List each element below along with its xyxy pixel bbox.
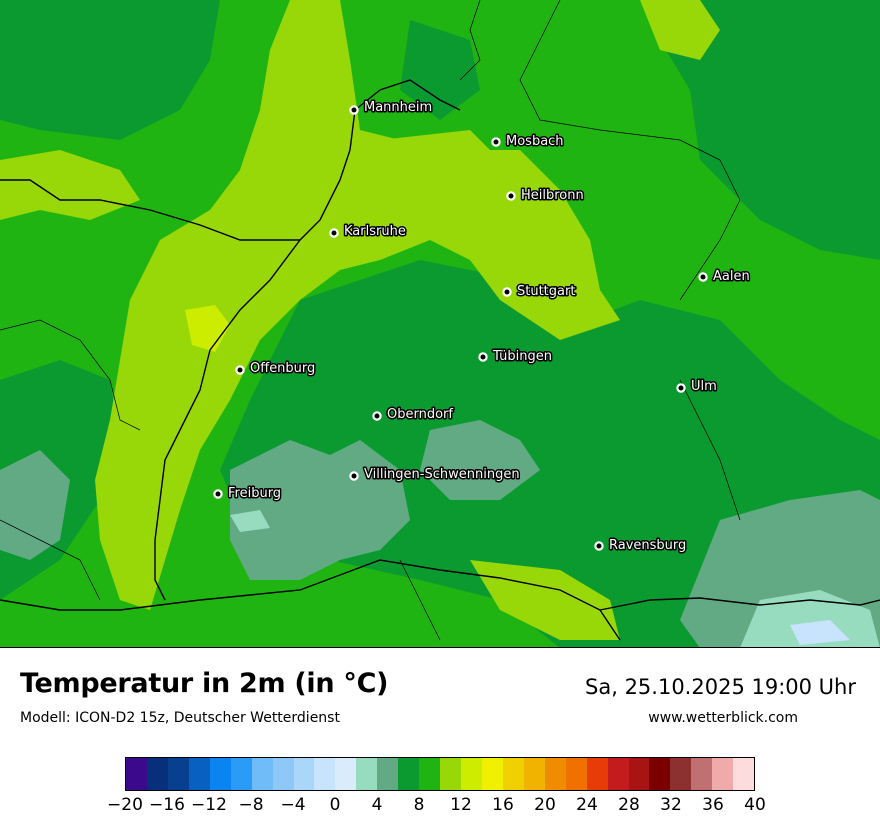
legend-color-cell	[649, 758, 671, 790]
website-link[interactable]: www.wetterblick.com	[648, 710, 798, 726]
city-heilbronn: Heilbronn	[506, 187, 585, 205]
legend-tick-label: −4	[280, 795, 306, 815]
legend-ticks: −20 −16 −12 −8 −4 0 4 8 12 16 20 24 28 32 36 40	[107, 795, 766, 819]
city-label: Mosbach	[506, 134, 564, 149]
legend-color-cell	[356, 758, 378, 790]
legend-tick-label: −20	[107, 795, 143, 815]
legend-color-cell	[167, 758, 189, 790]
legend-color-cell	[733, 758, 755, 790]
forecast-datetime: Sa, 25.10.2025 19:00 Uhr	[585, 675, 856, 699]
coldest-zones	[230, 510, 880, 648]
city-label: Oberndorf	[387, 407, 453, 422]
legend-color-cell	[670, 758, 692, 790]
legend-tick-label: 40	[744, 795, 766, 815]
legend-tick-label: 0	[329, 795, 341, 815]
legend-color-cell	[419, 758, 441, 790]
legend-color-cell	[230, 758, 252, 790]
city-marker	[349, 471, 359, 481]
color-legend	[125, 757, 755, 791]
legend-color-cell	[523, 758, 545, 790]
city-marker	[502, 287, 512, 297]
legend-tick-label: 16	[492, 795, 514, 815]
district-lines	[0, 0, 741, 641]
legend-color-cell	[440, 758, 461, 790]
legend-color-cell	[586, 758, 608, 790]
city-marker	[698, 272, 708, 282]
city-marker	[329, 228, 339, 238]
legend-color-cell	[461, 758, 482, 790]
city-ravensburg: Ravensburg	[594, 537, 688, 555]
legend-tick-label: 8	[413, 795, 425, 815]
legend-tick-label: 32	[660, 795, 682, 815]
legend-color-cell	[335, 758, 357, 790]
map-title: Temperatur in 2m (in °C)	[20, 668, 389, 699]
city-label: Mannheim	[364, 100, 432, 115]
city-label: Tübingen	[492, 349, 552, 364]
city-marker	[372, 411, 382, 421]
warm-spot	[185, 305, 230, 352]
legend-color-cell	[398, 758, 420, 790]
legend-color-cell	[188, 758, 210, 790]
temperature-map: Mannheim Mosbach Heilbronn Karlsruhe Aal…	[0, 0, 880, 648]
city-mannheim: Mannheim	[349, 99, 434, 117]
legend-color-cell	[293, 758, 315, 790]
city-label: Ravensburg	[609, 538, 686, 553]
city-label: Karlsruhe	[344, 224, 406, 239]
city-marker	[213, 489, 223, 499]
legend-color-cell	[691, 758, 713, 790]
city-marker	[506, 191, 516, 201]
legend-color-cell	[377, 758, 399, 790]
city-label: Aalen	[713, 269, 750, 284]
borders	[0, 79, 880, 641]
city-freiburg: Freiburg	[213, 485, 283, 503]
map-canvas: Mannheim Mosbach Heilbronn Karlsruhe Aal…	[0, 0, 880, 648]
city-aalen: Aalen	[698, 268, 751, 286]
city-label: Stuttgart	[517, 284, 575, 299]
city-offenburg: Offenburg	[235, 360, 317, 378]
legend-color-cell	[251, 758, 273, 790]
legend-tick-label: −8	[238, 795, 264, 815]
city-marker	[594, 541, 604, 551]
legend-color-cell	[146, 758, 168, 790]
legend-color-cell	[544, 758, 566, 790]
legend-color-cell	[628, 758, 650, 790]
legend-tick-label: −16	[149, 795, 185, 815]
legend-tick-label: −12	[191, 795, 227, 815]
legend-color-cell	[209, 758, 231, 790]
legend-tick-label: 24	[576, 795, 598, 815]
city-marker	[676, 383, 686, 393]
legend-color-cell	[607, 758, 629, 790]
city-marker	[235, 365, 245, 375]
city-label: Heilbronn	[521, 188, 584, 203]
legend-color-cell	[272, 758, 294, 790]
city-oberndorf: Oberndorf	[372, 406, 455, 424]
city-label: Ulm	[691, 379, 717, 394]
city-label: Offenburg	[250, 361, 315, 376]
city-ulm: Ulm	[676, 378, 718, 396]
city-label: Freiburg	[228, 486, 281, 501]
legend-tick-label: 20	[534, 795, 556, 815]
city-label: Villingen-Schwenningen	[364, 467, 520, 482]
legend-tick-label: 12	[450, 795, 472, 815]
city-marker	[478, 352, 488, 362]
cities: Mannheim Mosbach Heilbronn Karlsruhe Aal…	[213, 99, 751, 555]
legend-color-cell	[126, 758, 147, 790]
model-info: Modell: ICON-D2 15z, Deutscher Wetterdie…	[20, 710, 340, 726]
legend-color-cell	[502, 758, 524, 790]
legend-tick-label: 4	[371, 795, 383, 815]
city-marker	[349, 105, 359, 115]
legend-color-cell	[712, 758, 734, 790]
legend-color-cell	[481, 758, 503, 790]
legend-color-cell	[314, 758, 336, 790]
city-karlsruhe: Karlsruhe	[329, 223, 407, 241]
city-mosbach: Mosbach	[491, 133, 565, 151]
city-marker	[491, 137, 501, 147]
legend-tick-label: 36	[702, 795, 724, 815]
legend-color-cell	[565, 758, 587, 790]
city-tuebingen: Tübingen	[478, 348, 554, 366]
city-stuttgart: Stuttgart	[502, 283, 577, 301]
legend-tick-label: 28	[618, 795, 640, 815]
city-villingen-schwenningen: Villingen-Schwenningen	[349, 466, 521, 484]
frost-patch	[790, 620, 850, 645]
